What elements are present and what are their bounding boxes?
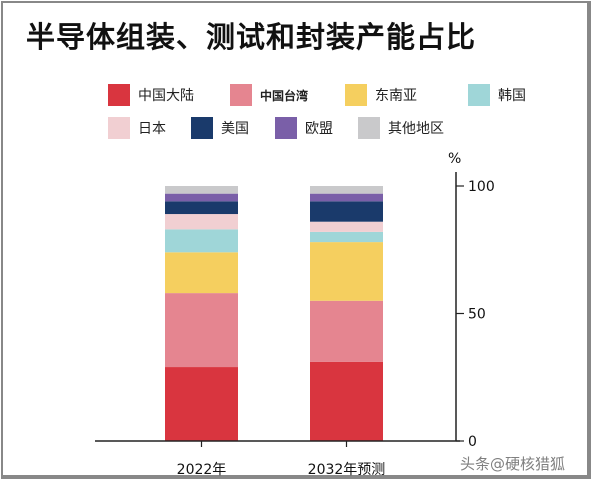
- x-tick-label: 2022年: [177, 462, 227, 478]
- image-frame: [1, 1, 591, 479]
- legend-item: 韩国: [468, 84, 526, 106]
- legend-label: 日本: [138, 121, 166, 137]
- y-tick-label: 0: [468, 434, 477, 450]
- legend-label: 中国大陆: [138, 88, 194, 104]
- bar-segment: [310, 242, 383, 301]
- chart-title: 半导体组装、测试和封装产能占比: [26, 20, 477, 54]
- legend-item: 日本: [108, 117, 166, 139]
- bar-segment: [310, 231, 383, 243]
- bar-segment: [310, 186, 383, 194]
- legend-item: 东南亚: [345, 84, 417, 106]
- bar-segment: [165, 367, 238, 441]
- bar-segment: [310, 201, 383, 222]
- bar-segment: [310, 300, 383, 362]
- legend-item: 美国: [191, 117, 249, 139]
- legend-label: 美国: [221, 121, 249, 137]
- legend-swatch: [108, 117, 130, 139]
- legend-item: 中国台湾: [230, 84, 308, 106]
- bar-segment: [165, 201, 238, 215]
- bar-segment: [310, 221, 383, 232]
- bar-segment: [165, 252, 238, 294]
- legend-swatch: [358, 117, 380, 139]
- bar-segment: [165, 293, 238, 368]
- y-axis-label: %: [448, 151, 461, 167]
- bar-segment: [165, 193, 238, 202]
- bar-segment: [310, 193, 383, 202]
- legend-swatch: [275, 117, 297, 139]
- legend-swatch: [468, 84, 490, 106]
- legend-label: 欧盟: [305, 121, 333, 137]
- legend-swatch: [345, 84, 367, 106]
- x-tick-label: 2032年预测: [308, 462, 386, 478]
- legend-label: 韩国: [498, 88, 526, 104]
- legend-label: 东南亚: [375, 88, 417, 104]
- bar-segment: [310, 361, 383, 441]
- legend-swatch: [191, 117, 213, 139]
- legend-label: 其他地区: [388, 121, 444, 137]
- bar-segment: [165, 214, 238, 230]
- bar-segment: [165, 186, 238, 194]
- legend-swatch: [108, 84, 130, 106]
- legend-item: 其他地区: [358, 117, 444, 139]
- y-tick-label: 100: [468, 179, 495, 195]
- legend-swatch: [230, 84, 252, 106]
- watermark: 头条@硬核猎狐: [460, 455, 566, 473]
- legend-label: 中国台湾: [260, 88, 309, 103]
- legend-item: 中国大陆: [108, 84, 194, 106]
- y-tick-label: 50: [468, 307, 486, 323]
- legend-item: 欧盟: [275, 117, 333, 139]
- bar-segment: [165, 229, 238, 253]
